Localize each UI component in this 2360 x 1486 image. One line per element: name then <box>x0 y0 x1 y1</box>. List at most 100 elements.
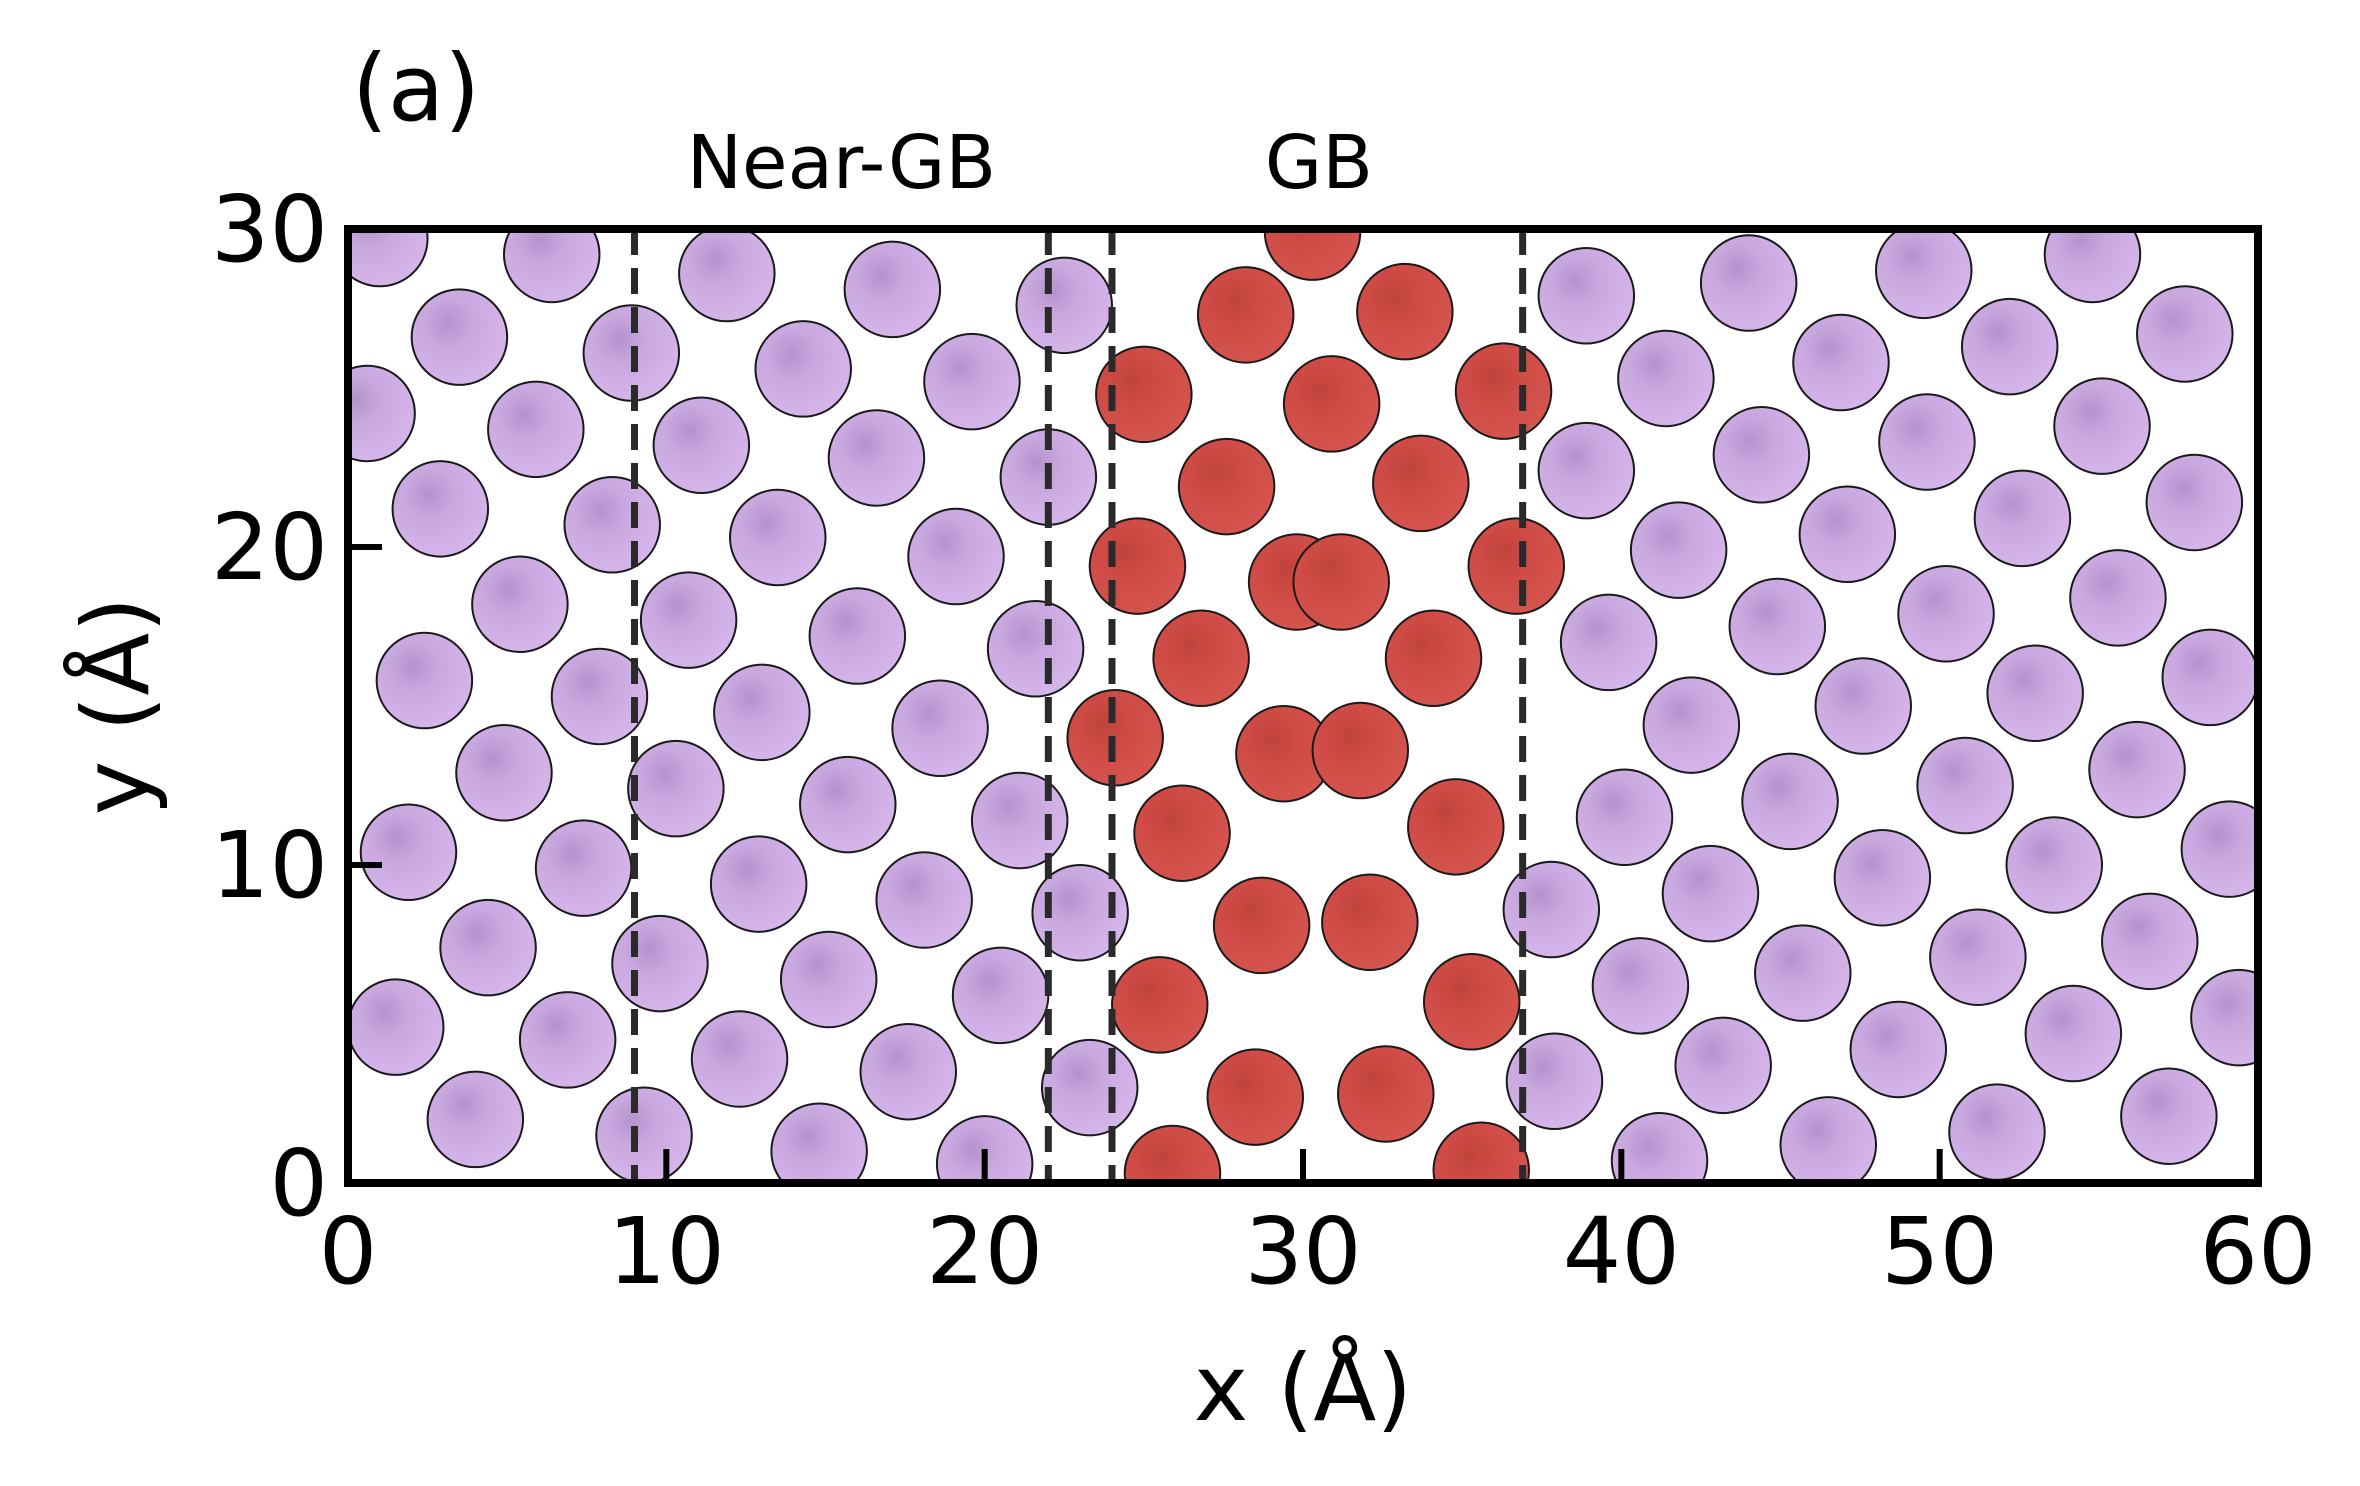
bulk-atom <box>652 396 751 494</box>
gb-atom <box>1095 345 1193 444</box>
bulk-atom <box>1575 768 1674 867</box>
bulk-atom <box>754 320 852 418</box>
bulk-atom <box>891 679 989 778</box>
bulk-atom <box>2136 285 2234 383</box>
y-axis-label: y (Å) <box>62 597 170 815</box>
x-tick-label: 50 <box>1881 1198 1998 1305</box>
bulk-atom <box>827 409 926 507</box>
gb-atom <box>1356 262 1454 361</box>
bulk-atom <box>1875 229 1973 320</box>
bulk-atom <box>639 571 738 669</box>
bulk-atom <box>502 229 601 304</box>
bulk-atom <box>1015 256 1113 355</box>
bulk-atom <box>1948 1083 2046 1181</box>
bulk-atom <box>907 507 1005 606</box>
bulk-atom <box>690 1010 789 1108</box>
bulk-atom <box>1798 485 1897 584</box>
bulk-atom <box>2190 968 2258 1067</box>
bulk-atom <box>1559 593 1658 692</box>
bulk-atom <box>843 240 942 339</box>
bulk-atom <box>1728 577 1827 676</box>
y-tick-label: 30 <box>211 176 328 283</box>
bulk-atom <box>2024 984 2123 1083</box>
gb-atom <box>1407 778 1505 876</box>
gb-atom <box>1292 533 1390 631</box>
x-tick-label: 0 <box>319 1198 378 1305</box>
gb-atom <box>1111 956 1209 1054</box>
bulk-atom <box>426 1070 525 1169</box>
bulk-atom <box>2101 892 2199 991</box>
bulk-atom <box>2161 628 2258 727</box>
bulk-atom <box>2180 800 2258 898</box>
gb-atom <box>1321 873 1419 971</box>
bulk-atom <box>2145 453 2244 552</box>
bulk-atom <box>1617 329 1715 428</box>
bulk-atom <box>2069 549 2167 647</box>
bulk-atom <box>859 1022 958 1121</box>
bulk-atom <box>713 663 811 762</box>
x-tick-label: 10 <box>608 1198 725 1305</box>
bulk-atom <box>1699 234 1798 332</box>
y-tick-labels: 0 10 20 30 <box>211 176 328 1237</box>
bulk-atom <box>627 739 725 838</box>
bulk-atom <box>1712 406 1811 504</box>
bulk-atom <box>1502 860 1601 959</box>
bulk-atom <box>487 380 585 479</box>
bulk-atom <box>799 755 897 854</box>
bulk-atom <box>770 1102 868 1183</box>
bulk-atom <box>2005 816 2104 914</box>
bulk-atom <box>678 229 776 323</box>
gb-atom <box>1206 1048 1304 1146</box>
bulk-atom <box>923 332 1021 431</box>
region-label-near-gb: Near-GB <box>687 120 996 206</box>
bulk-atom <box>2053 377 2151 475</box>
bulk-atom <box>1973 469 2072 568</box>
x-tick-label: 60 <box>2199 1198 2316 1305</box>
atoms-layer <box>348 229 2258 1183</box>
x-tick-labels: 0 10 20 30 40 50 60 <box>319 1198 2317 1305</box>
gb-atom <box>1212 876 1311 975</box>
bulk-atom <box>1591 937 1690 1035</box>
bulk-atom <box>1031 863 1129 962</box>
bulk-atom <box>1754 924 1852 1022</box>
x-tick-label: 40 <box>1563 1198 1680 1305</box>
bulk-atom <box>1661 844 1760 943</box>
bulk-atom <box>808 587 907 685</box>
bulk-atom <box>1537 421 1636 520</box>
gb-atom <box>1123 1124 1222 1183</box>
bulk-atom <box>1814 657 1913 755</box>
plot-frame <box>344 225 2262 1187</box>
bulk-atom <box>2120 1067 2218 1165</box>
gb-atom <box>1384 609 1483 708</box>
bulk-atom <box>391 460 490 558</box>
bulk-atom <box>348 229 429 288</box>
bulk-atom <box>518 991 617 1089</box>
bulk-atom <box>2043 229 2142 304</box>
bulk-atom <box>951 946 1050 1045</box>
bulk-atom <box>439 898 537 997</box>
bulk-atom <box>1629 501 1728 599</box>
bulk-atom <box>1929 908 2027 1006</box>
bulk-atom <box>1537 247 1636 345</box>
bulk-atom <box>563 475 661 574</box>
bulk-atom <box>410 288 509 386</box>
gb-atom <box>1422 952 1521 1051</box>
bulk-atom <box>970 771 1069 870</box>
gb-atom <box>1152 609 1250 708</box>
gb-atom <box>1196 266 1295 364</box>
bulk-atom <box>729 488 827 587</box>
bulk-atom <box>875 851 973 949</box>
gb-atom <box>1454 342 1553 440</box>
bulk-atom <box>1642 676 1741 774</box>
y-tick-label: 20 <box>211 494 328 601</box>
region-dividers <box>631 229 1527 1183</box>
x-axis-label: x (Å) <box>1194 1334 1412 1442</box>
bulk-atom <box>1878 393 1976 491</box>
bulk-atom <box>1779 1096 1877 1183</box>
bulk-atom <box>595 1086 693 1183</box>
bulk-atom <box>1916 736 2014 835</box>
bulk-atom <box>1897 565 1995 663</box>
gb-atom <box>1311 701 1410 800</box>
bulk-atom <box>1849 1000 1948 1099</box>
